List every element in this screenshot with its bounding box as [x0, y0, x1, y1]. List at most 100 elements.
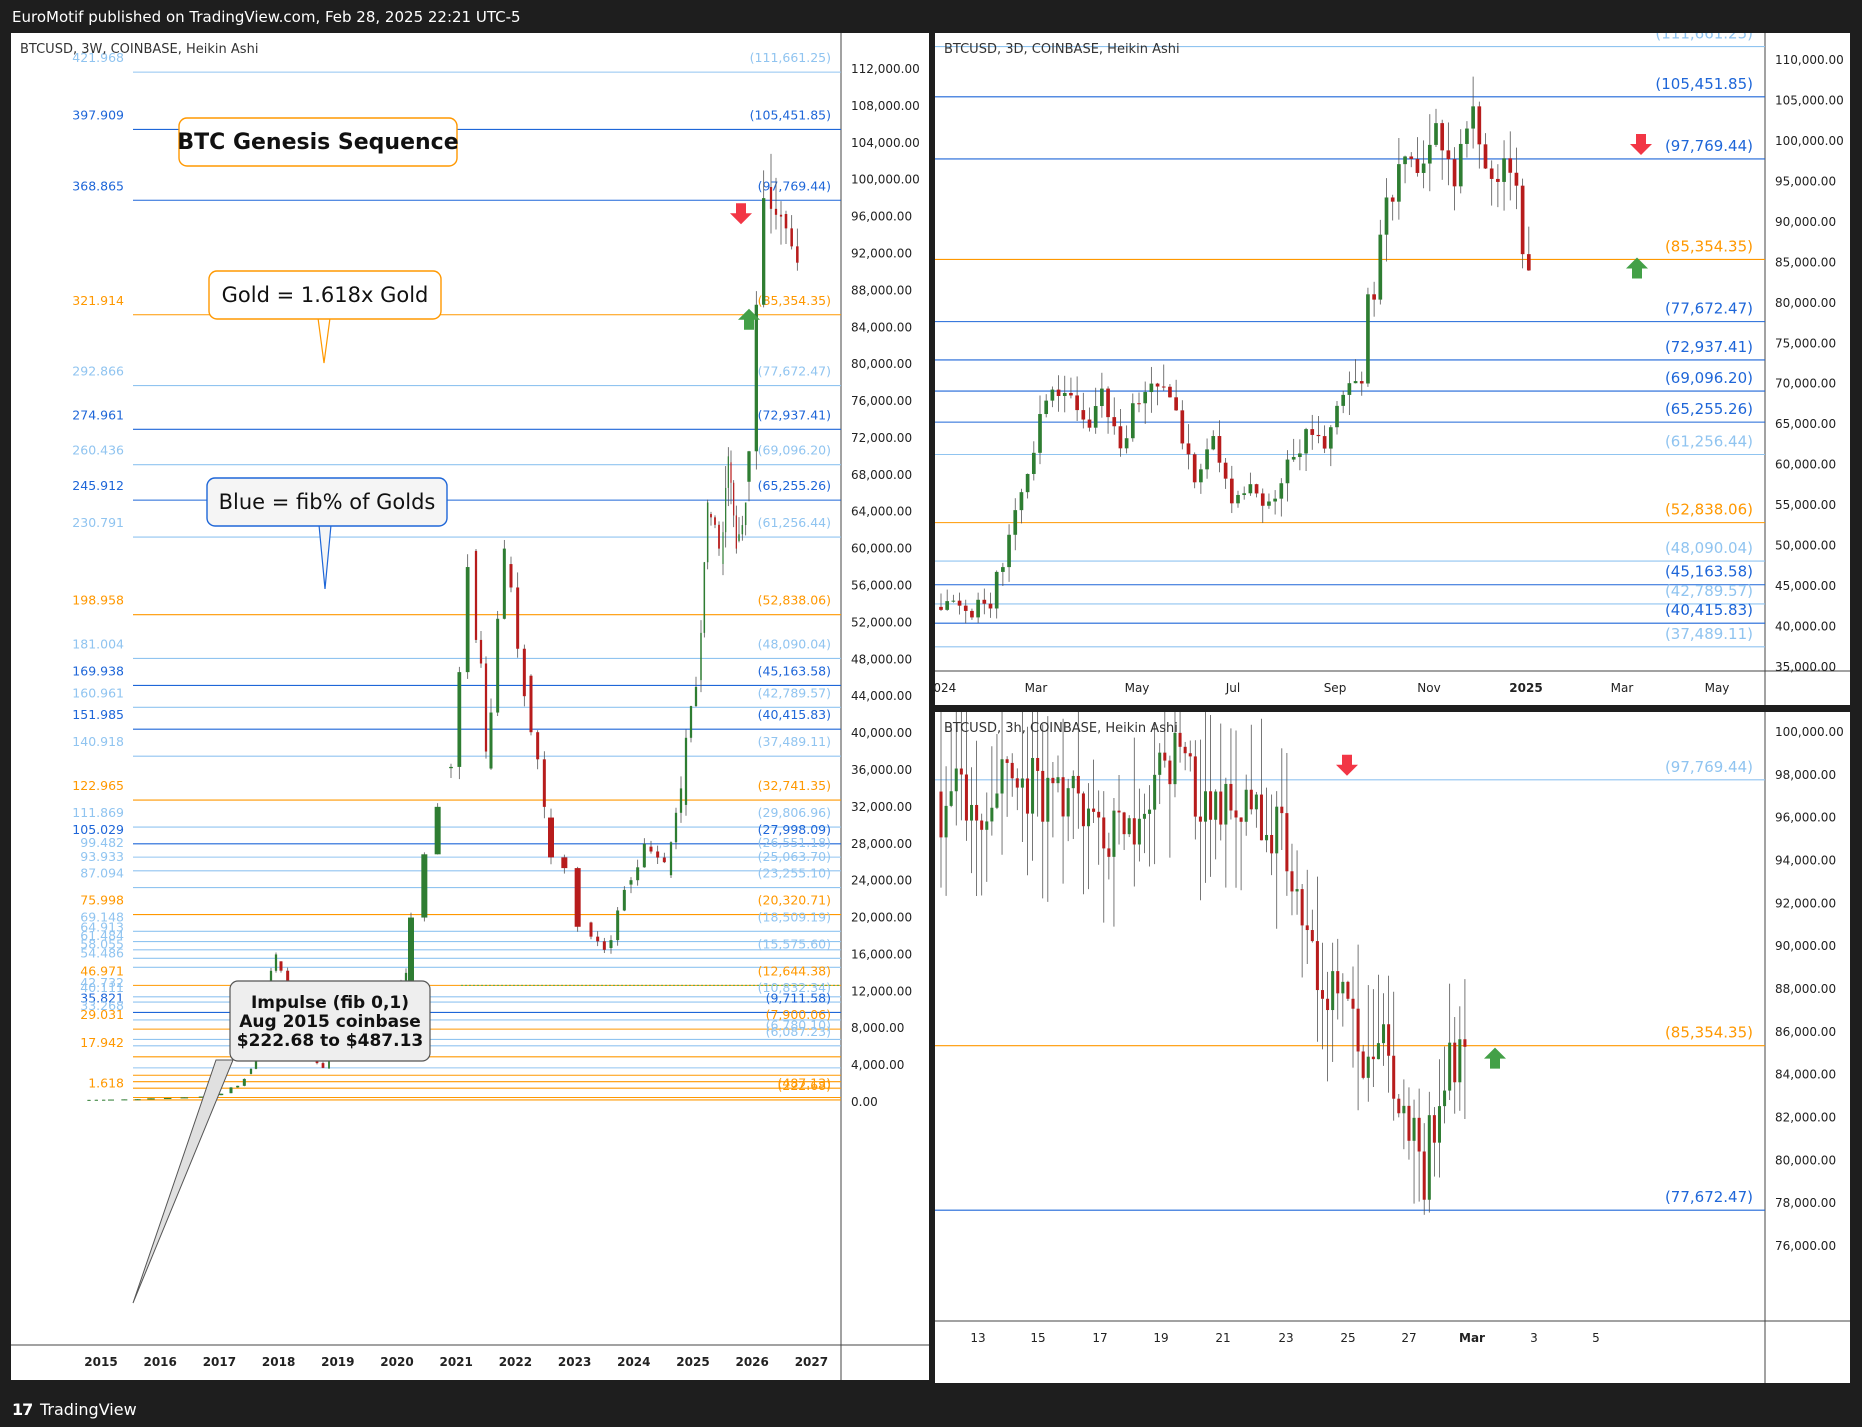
- tradingview-logo-icon[interactable]: 17: [12, 1400, 33, 1419]
- price-tick: 112,000.00: [851, 62, 920, 76]
- rt-candle: [1328, 427, 1333, 449]
- left-candle: [542, 759, 546, 807]
- rb-candle: [1336, 971, 1340, 994]
- rb-candle: [1234, 810, 1238, 818]
- chart-panel-right-top[interactable]: (111,661.25) (105,451.85) (97,769.44) (85,3…: [935, 33, 1850, 705]
- price-tick: 86,000.00: [1775, 1025, 1836, 1039]
- rt-candle: [1229, 478, 1234, 504]
- chart-panel-right-bottom[interactable]: (97,769.44) (85,354.35) (77,672.47) 100,000…: [935, 712, 1850, 1383]
- left-candle: [622, 889, 626, 911]
- fib-price-label: (12,644.38): [758, 963, 831, 978]
- rb-candle: [1168, 760, 1172, 785]
- price-tick: 52,000.00: [851, 615, 912, 629]
- footer-bar: 17 TradingView: [0, 1392, 1862, 1427]
- price-tick: 104,000.00: [851, 136, 920, 150]
- rb-candle: [1244, 789, 1248, 822]
- rb-candle: [1387, 1024, 1391, 1056]
- rb-candle: [985, 821, 989, 830]
- chart-right-bottom-svg[interactable]: (97,769.44) (85,354.35) (77,672.47) 100,000…: [935, 712, 1850, 1383]
- left-candle: [669, 842, 673, 876]
- time-tick: Mar: [1611, 681, 1634, 695]
- fib-price-label: (72,937.41): [758, 407, 831, 422]
- fib-price-label: (77,672.47): [1665, 1188, 1753, 1206]
- rt-candle: [1149, 383, 1154, 393]
- price-tick: 70,000.00: [1775, 377, 1836, 391]
- price-tick: 12,000.00: [851, 984, 912, 998]
- rb-candle: [975, 804, 979, 821]
- price-tick: 35,000.00: [1775, 660, 1836, 674]
- left-candle: [730, 462, 732, 483]
- price-tick: 76,000.00: [1775, 1239, 1836, 1253]
- rt-candle: [951, 600, 956, 602]
- price-tick: 28,000.00: [851, 837, 912, 851]
- rt-candle: [1223, 462, 1228, 479]
- left-candle: [147, 1098, 155, 1100]
- price-tick: 100,000.00: [1775, 134, 1844, 148]
- left-candle: [790, 228, 793, 247]
- rt-candle: [1514, 172, 1519, 186]
- rb-candle: [1458, 1039, 1462, 1083]
- fib-price-label: (48,090.04): [1665, 539, 1753, 557]
- publish-header: EuroMotif published on TradingView.com, …: [0, 0, 1862, 32]
- fib-ratio-label: 140.918: [72, 734, 124, 749]
- time-tick: 2017: [203, 1355, 236, 1369]
- fib-ratio-label: 1.618: [88, 1076, 124, 1091]
- rt-candle: [939, 606, 943, 610]
- rb-candle: [1275, 806, 1279, 854]
- rt-candle: [1434, 123, 1438, 145]
- fib-price-label: (111,661.25): [1655, 33, 1753, 43]
- left-candle: [449, 766, 453, 769]
- chart-left-svg[interactable]: 421.968 (111,661.25) 397.909 (105,451.85) 36…: [11, 33, 929, 1380]
- time-tick: 3: [1530, 1331, 1538, 1345]
- rb-candle: [1142, 813, 1146, 819]
- rb-candle: [1417, 1117, 1421, 1152]
- left-candle: [522, 648, 526, 697]
- rt-candle: [1440, 123, 1445, 151]
- rt-candle: [1310, 429, 1315, 435]
- rb-candle: [1290, 871, 1294, 892]
- left-candle: [733, 482, 735, 516]
- price-tick: 44,000.00: [851, 689, 912, 703]
- sell-arrow-icon: [1630, 133, 1652, 155]
- fib-price-label: (45,163.58): [1665, 563, 1753, 581]
- price-tick: 100,000.00: [1775, 725, 1844, 739]
- left-candle: [741, 525, 744, 535]
- genesis-annotation-text: BTC Genesis Sequence: [177, 130, 458, 155]
- time-tick: Nov: [1417, 681, 1440, 695]
- rt-candle: [1007, 534, 1011, 568]
- rb-candle: [1081, 793, 1085, 827]
- chart-right-top-svg[interactable]: (111,661.25) (105,451.85) (97,769.44) (85,3…: [935, 33, 1850, 705]
- rb-candle: [1188, 753, 1192, 757]
- rb-candle: [1092, 808, 1096, 812]
- rb-candle: [1066, 788, 1070, 817]
- rt-candle: [1075, 395, 1079, 411]
- rt-candle: [1397, 164, 1401, 202]
- fib-ratio-label: 35.821: [80, 990, 124, 1005]
- fib-price-label: (105,451.85): [750, 107, 831, 122]
- rt-candle: [1322, 436, 1327, 449]
- price-tick: 90,000.00: [1775, 215, 1836, 229]
- price-tick: 96,000.00: [851, 210, 912, 224]
- blue-annotation-box: [206, 477, 448, 527]
- time-tick: 23: [1278, 1331, 1293, 1345]
- time-tick: 2024: [617, 1355, 650, 1369]
- rt-candle: [1267, 501, 1271, 506]
- chart-panel-left[interactable]: 421.968 (111,661.25) 397.909 (105,451.85) 36…: [11, 33, 929, 1380]
- left-candle: [629, 880, 633, 885]
- rt-candle: [1427, 144, 1432, 164]
- left-candle: [548, 817, 554, 858]
- tradingview-brand[interactable]: TradingView: [40, 1400, 137, 1419]
- rb-candle: [1453, 1042, 1457, 1083]
- left-candle: [102, 1099, 106, 1101]
- rb-candle: [1259, 794, 1263, 841]
- fib-price-label: (10,832.34): [758, 980, 831, 995]
- rb-candle: [1427, 1115, 1431, 1200]
- left-candle: [421, 854, 428, 918]
- rt-candle: [1199, 469, 1203, 483]
- time-tick: 17: [1092, 1331, 1107, 1345]
- left-candle: [722, 532, 724, 564]
- rt-candle: [1205, 449, 1209, 470]
- price-tick: 80,000.00: [851, 357, 912, 371]
- rb-candle: [1153, 774, 1157, 810]
- fib-ratio-label: 260.436: [72, 443, 124, 458]
